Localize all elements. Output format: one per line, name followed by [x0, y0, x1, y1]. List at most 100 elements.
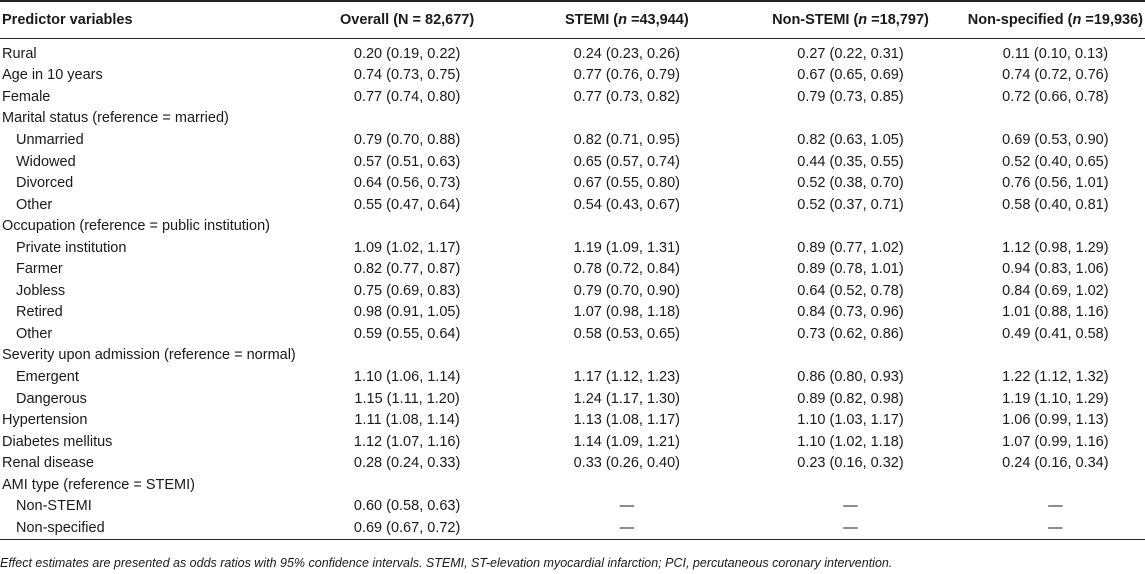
header-stemi: STEMI (n =43,944) [518, 0, 736, 39]
overall-value: 1.12 (1.07, 1.16) [353, 433, 461, 450]
table-row: AMI type (reference = STEMI) [0, 474, 1145, 496]
non-stemi-value [735, 474, 966, 496]
overall-value [296, 345, 519, 367]
non-specified-value: 1.22 (1.12, 1.32) [1002, 368, 1109, 385]
stemi-value [518, 345, 735, 367]
stemi-value: 0.65 (0.57, 0.74) [573, 153, 681, 170]
non-specified-value: 0.24 (0.16, 0.34) [1002, 455, 1109, 472]
header-predictor-variables: Predictor variables [0, 0, 296, 39]
non-stemi-value: 0.73 (0.62, 0.86) [797, 325, 904, 342]
non-stemi-value: 0.64 (0.52, 0.78) [797, 282, 904, 299]
overall-value: 0.77 (0.74, 0.80) [353, 88, 461, 105]
overall-value: 0.82 (0.77, 0.87) [353, 261, 461, 278]
non-stemi-value: 0.79 (0.73, 0.85) [797, 88, 904, 105]
overall-value: 0.59 (0.55, 0.64) [353, 325, 461, 342]
table-row: Rural 0.20 (0.19, 0.22) 0.24 (0.23, 0.26) 0… [0, 39, 1145, 65]
non-stemi-value: 0.52 (0.37, 0.71) [797, 196, 904, 213]
non-specified-value: 0.11 (0.10, 0.13) [1002, 45, 1109, 62]
table-row: Farmer 0.82 (0.77, 0.87) 0.78 (0.72, 0.84)… [0, 258, 1145, 280]
non-stemi-value: 0.52 (0.38, 0.70) [797, 175, 904, 192]
non-stemi-value: 0.86 (0.80, 0.93) [797, 368, 904, 385]
row-label: Marital status (reference = married) [2, 110, 229, 127]
non-stemi-value: 0.44 (0.35, 0.55) [797, 153, 904, 170]
overall-value [296, 108, 519, 130]
row-label: Dangerous [16, 390, 87, 407]
table-row: Marital status (reference = married) [0, 108, 1145, 130]
non-specified-value [966, 345, 1145, 367]
table-row: Divorced 0.64 (0.56, 0.73) 0.67 (0.55, 0.8… [0, 172, 1145, 194]
table-row: Jobless 0.75 (0.69, 0.83) 0.79 (0.70, 0.90… [0, 280, 1145, 302]
stemi-value: 0.77 (0.76, 0.79) [573, 67, 681, 84]
non-stemi-value: 0.82 (0.63, 1.05) [797, 131, 904, 148]
row-label: Female [2, 88, 51, 105]
row-label: Unmarried [16, 131, 84, 148]
non-specified-value: 0.52 (0.40, 0.65) [1002, 153, 1109, 170]
non-stemi-value: 0.89 (0.78, 1.01) [797, 261, 904, 278]
non-specified-value: 1.06 (0.99, 1.13) [1002, 412, 1109, 429]
overall-value: 0.69 (0.67, 0.72) [295, 517, 519, 540]
non-stemi-value: 0.89 (0.77, 1.02) [797, 239, 904, 256]
non-specified-value: 1.19 (1.10, 1.29) [1002, 390, 1109, 407]
overall-value [296, 215, 519, 237]
non-specified-value: 0.76 (0.56, 1.01) [1002, 175, 1109, 192]
stemi-value: 0.79 (0.70, 0.90) [573, 282, 681, 299]
non-stemi-value: 0.84 (0.73, 0.96) [797, 304, 904, 321]
non-specified-value: — [965, 517, 1145, 540]
overall-value: 1.10 (1.06, 1.14) [353, 368, 461, 385]
non-specified-value: 0.74 (0.72, 0.76) [1002, 67, 1109, 84]
non-stemi-value: — [735, 517, 966, 540]
stemi-value: — [518, 517, 736, 540]
table-row: Diabetes mellitus 1.12 (1.07, 1.16) 1.14 (… [0, 431, 1145, 453]
table-footnote: Effect estimates are presented as odds r… [0, 556, 893, 570]
non-specified-value: — [1048, 498, 1063, 515]
row-label: Divorced [16, 175, 74, 192]
row-label: Emergent [16, 368, 79, 385]
stemi-value: 0.78 (0.72, 0.84) [573, 261, 681, 278]
odds-ratio-table: Predictor variables Overall (N = 82,677)… [0, 0, 1145, 540]
overall-value: 0.74 (0.73, 0.75) [353, 67, 461, 84]
row-label: Widowed [16, 153, 76, 170]
overall-value: 0.64 (0.56, 0.73) [353, 175, 461, 192]
row-label: Non-specified [0, 517, 296, 540]
row-label: Renal disease [2, 455, 94, 472]
row-label: Age in 10 years [2, 67, 103, 84]
table-row: Dangerous 1.15 (1.11, 1.20) 1.24 (1.17, 1.… [0, 388, 1145, 410]
non-stemi-value [735, 215, 966, 237]
row-label: Other [16, 196, 53, 213]
stemi-value: 1.17 (1.12, 1.23) [573, 368, 681, 385]
non-specified-value: 0.49 (0.41, 0.58) [1002, 325, 1109, 342]
stemi-value: 0.58 (0.53, 0.65) [573, 325, 681, 342]
table-row: Non-STEMI 0.60 (0.58, 0.63) — — — [0, 495, 1145, 517]
row-label: Diabetes mellitus [2, 433, 113, 450]
stemi-value: 1.13 (1.08, 1.17) [573, 412, 681, 429]
non-specified-value: 0.94 (0.83, 1.06) [1002, 261, 1109, 278]
overall-value: 0.60 (0.58, 0.63) [353, 498, 461, 515]
table-row: Severity upon admission (reference = nor… [0, 345, 1145, 367]
row-label: Severity upon admission (reference = nor… [2, 347, 296, 364]
row-label: AMI type (reference = STEMI) [2, 476, 195, 493]
stemi-value: 1.19 (1.09, 1.31) [573, 239, 681, 256]
table-row: Retired 0.98 (0.91, 1.05) 1.07 (0.98, 1.18… [0, 302, 1145, 324]
row-label: Rural [2, 45, 37, 62]
table-row: Unmarried 0.79 (0.70, 0.88) 0.82 (0.71, 0.… [0, 129, 1145, 151]
stemi-value: 0.24 (0.23, 0.26) [573, 45, 681, 62]
stemi-value: 0.77 (0.73, 0.82) [573, 88, 681, 105]
overall-value: 0.98 (0.91, 1.05) [353, 304, 461, 321]
row-label: Non-STEMI [16, 498, 92, 515]
row-label: Occupation (reference = public instituti… [2, 218, 270, 235]
row-label: Retired [16, 304, 63, 321]
non-stemi-value: 0.89 (0.82, 0.98) [797, 390, 904, 407]
non-specified-value: 1.12 (0.98, 1.29) [1002, 239, 1109, 256]
non-stemi-value: 0.67 (0.65, 0.69) [797, 67, 904, 84]
non-specified-value: 1.01 (0.88, 1.16) [1002, 304, 1109, 321]
table-header: Predictor variables Overall (N = 82,677)… [0, 0, 1145, 39]
table-body: Rural 0.20 (0.19, 0.22) 0.24 (0.23, 0.26) 0… [0, 39, 1145, 540]
header-overall: Overall (N = 82,677) [295, 0, 519, 39]
row-label: Other [16, 325, 53, 342]
stemi-value: 0.67 (0.55, 0.80) [573, 175, 681, 192]
stemi-value: — [619, 498, 635, 515]
header-non-specified: Non-specified (n =19,936) [965, 0, 1145, 39]
table-row: Age in 10 years 0.74 (0.73, 0.75) 0.77 (0.… [0, 65, 1145, 87]
non-specified-value: 0.72 (0.66, 0.78) [1002, 88, 1109, 105]
